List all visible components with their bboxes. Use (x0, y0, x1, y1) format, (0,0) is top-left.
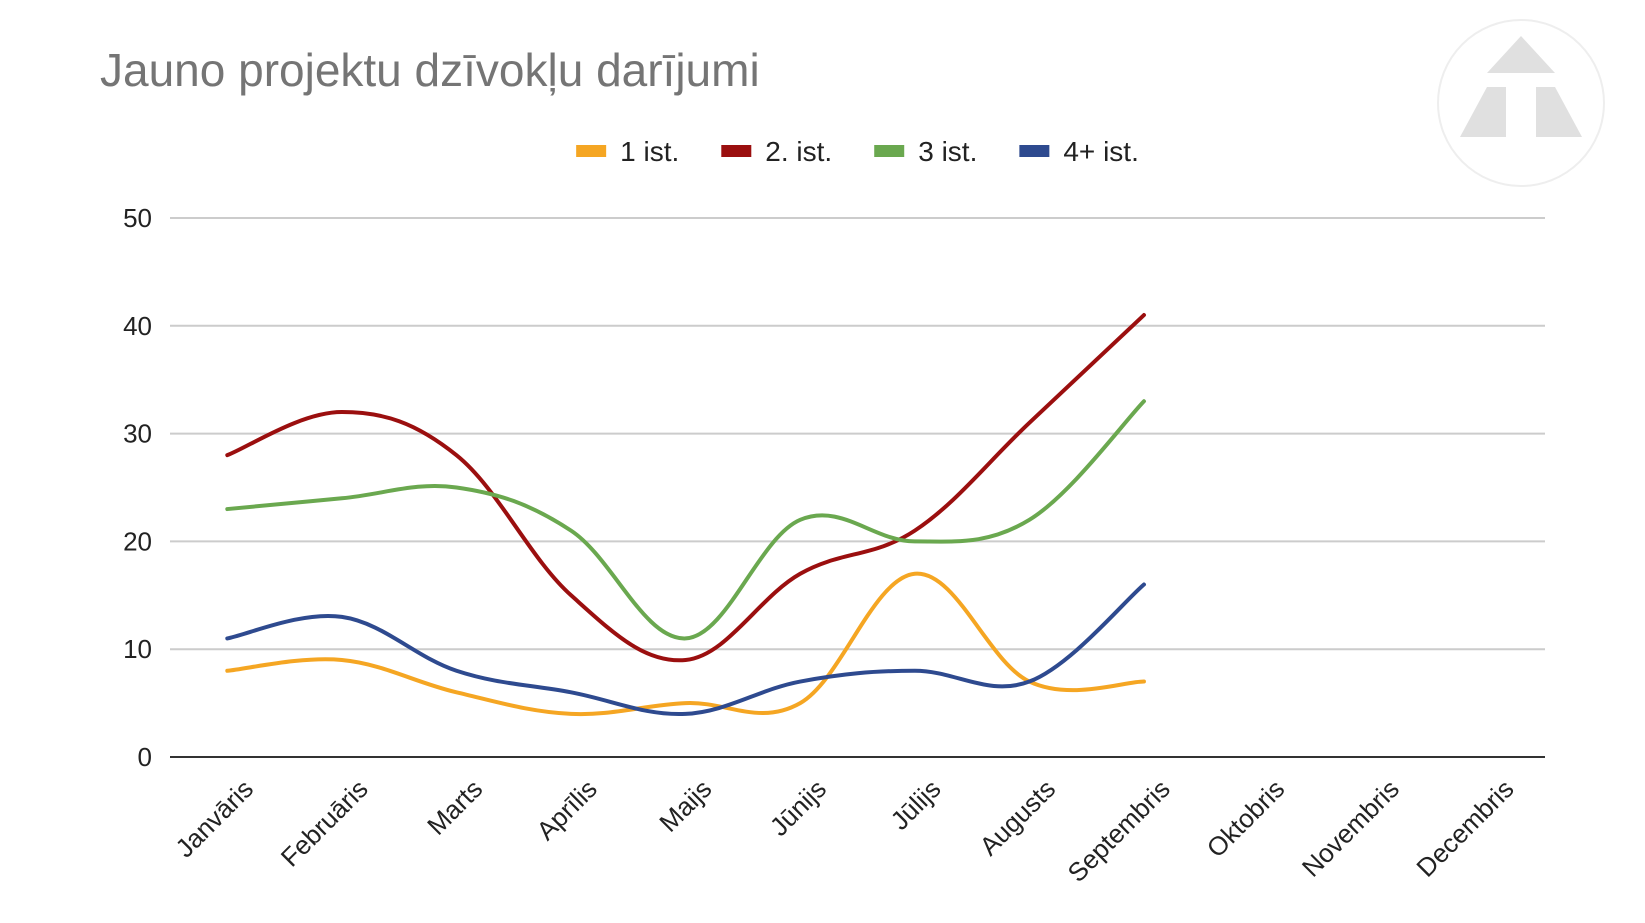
logo-circle (1437, 19, 1605, 187)
legend-item: 1 ist. (576, 136, 679, 167)
x-tick-label: Janvāris (169, 774, 259, 864)
logo-top-triangle (1487, 36, 1555, 73)
legend: 1 ist. 2. ist. 3 ist. 4+ ist. (576, 136, 1139, 167)
legend-swatch (721, 145, 752, 157)
triangle-logo-icon (1437, 19, 1605, 187)
legend-item: 2. ist. (721, 136, 832, 167)
legend-label: 4+ ist. (1063, 136, 1138, 167)
x-tick-label: Jūlijs (885, 774, 947, 836)
y-tick-label: 20 (123, 526, 152, 556)
x-tick-label: Februāris (275, 774, 374, 873)
x-tick-label: Oktobris (1201, 774, 1291, 864)
legend-item: 4+ ist. (1019, 136, 1139, 167)
series-line-1 (225, 571, 1146, 717)
y-tick-label: 0 (138, 742, 152, 772)
y-tick-label: 50 (123, 203, 152, 233)
legend-swatch (874, 145, 905, 157)
logo-left-shape (1460, 87, 1506, 137)
series-line-2 (225, 313, 1146, 663)
legend-label: 2. ist. (765, 136, 832, 167)
legend-label: 1 ist. (620, 136, 679, 167)
x-tick-label: Septembris (1062, 774, 1176, 888)
x-tick-label: Augusts (974, 774, 1062, 862)
x-tick-label: Maijs (653, 774, 717, 838)
legend-label: 3 ist. (918, 136, 977, 167)
x-tick-label: Marts (421, 774, 488, 841)
x-tick-label: Decembris (1410, 774, 1519, 883)
x-tick-label: Novembris (1296, 774, 1405, 883)
logo-right-shape (1536, 87, 1582, 137)
x-axis-ticks: Janvāris Februāris Marts Aprīlis Maijs Jūnijs… (169, 774, 1519, 888)
x-tick-label: Jūnijs (764, 774, 832, 842)
series-line-3 (225, 399, 1146, 641)
gridlines (170, 217, 1545, 758)
y-axis-ticks: 0 10 20 30 40 50 (123, 203, 152, 772)
legend-swatch (1019, 145, 1050, 157)
y-tick-label: 40 (123, 311, 152, 341)
y-tick-label: 10 (123, 634, 152, 664)
series-layer (225, 313, 1146, 717)
legend-item: 3 ist. (874, 136, 977, 167)
chart-title: Jauno projektu dzīvokļu darījumi (100, 44, 760, 96)
series-line-4 (225, 582, 1146, 716)
x-tick-label: Aprīlis (531, 774, 603, 846)
y-tick-label: 30 (123, 419, 152, 449)
legend-swatch (576, 145, 607, 157)
